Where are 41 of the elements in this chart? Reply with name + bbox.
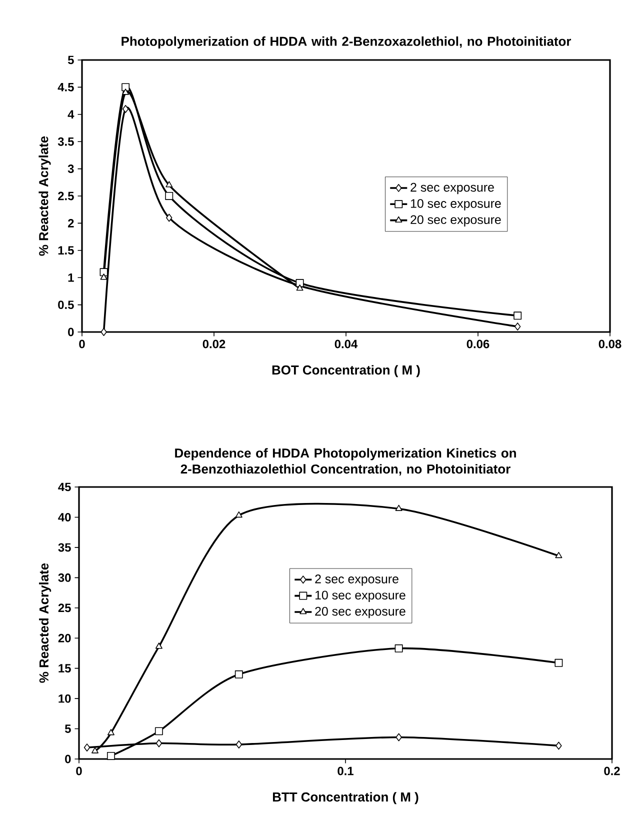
y-tick-label: 20: [58, 634, 71, 642]
x-tick-label: 0: [79, 340, 85, 348]
y-tick-label: 1: [68, 273, 74, 282]
legend-label: 20 sec exposure: [410, 215, 501, 227]
y-tick-label: 5: [64, 724, 71, 733]
x-axis-title: BTT Concentration ( M ): [272, 792, 418, 804]
y-axis-title: % Reacted Acrylate: [38, 136, 51, 256]
legend-label: 2 sec exposure: [410, 182, 494, 194]
x-tick-label: 0.08: [598, 340, 622, 348]
y-tick-label: 35: [58, 543, 71, 552]
x-tick-label: 0.04: [334, 340, 358, 348]
x-axis-title: BOT Concentration ( M ): [272, 365, 420, 378]
y-tick-label: 4.5: [58, 83, 74, 92]
y-tick-label: 0.5: [58, 300, 74, 310]
y-tick-label: 40: [58, 512, 71, 522]
y-tick-label: 5: [68, 56, 74, 64]
legend-label: 2 sec exposure: [315, 574, 398, 586]
y-tick-label: 0: [68, 328, 74, 336]
chart-title: Photopolymerization of HDDA with 2-Benzoxazolethiol, no Photoinitiator: [122, 36, 572, 48]
y-axis-title: % Reacted Acrylate: [39, 563, 52, 683]
y-tick-label: 10: [58, 694, 71, 703]
legend-label: 10 sec exposure: [410, 199, 501, 210]
x-tick-label: 0.2: [604, 766, 620, 776]
chart-title: Dependence of HDDA Photopolymerization Kinetics on 2-Benzothiazolethiol Concentration, no Photoinitiator: [175, 448, 516, 476]
y-tick-label: 30: [58, 573, 71, 582]
x-tick-label: 0.06: [466, 340, 490, 348]
x-tick-label: 0: [76, 766, 82, 776]
y-tick-label: 2.5: [58, 192, 74, 200]
y-tick-label: 15: [58, 664, 71, 672]
y-tick-label: 0: [65, 754, 71, 764]
x-tick-label: 0.02: [202, 340, 226, 348]
legend-label: 10 sec exposure: [315, 590, 406, 602]
y-tick-label: 3.5: [58, 137, 74, 146]
y-tick-label: 2: [68, 219, 74, 228]
y-tick-label: 4: [68, 110, 74, 119]
y-tick-label: 3: [68, 164, 74, 174]
x-tick-label: 0.1: [338, 766, 354, 776]
y-tick-label: 25: [58, 604, 71, 612]
legend-label: 20 sec exposure: [315, 606, 406, 618]
y-tick-label: 1.5: [58, 246, 74, 255]
y-tick-label: 45: [58, 482, 71, 492]
